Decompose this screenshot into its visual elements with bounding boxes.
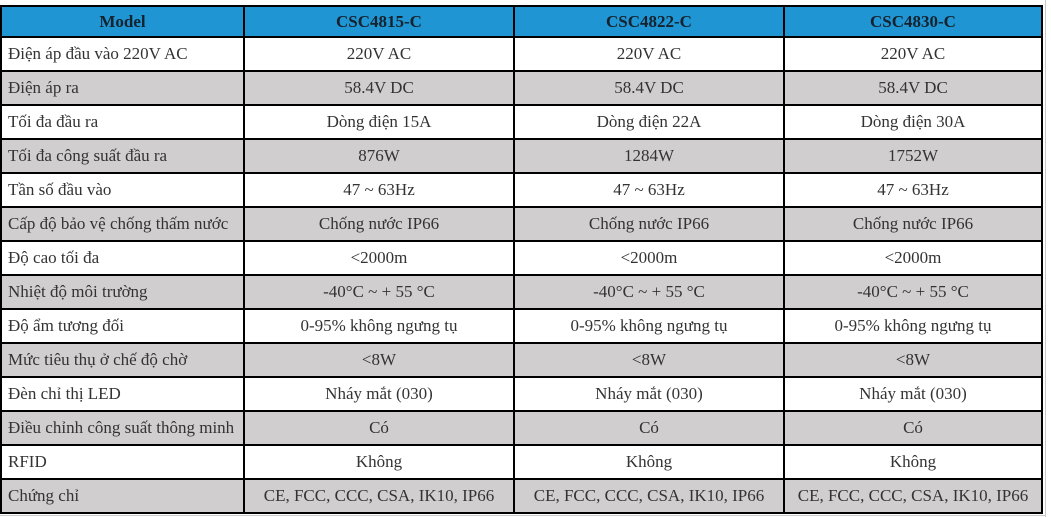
- spec-value: Nháy mắt (030): [783, 376, 1043, 412]
- header-model-label: Model: [0, 5, 245, 38]
- spec-value: -40°C ~ + 55 °C: [783, 274, 1043, 310]
- row-label: Nhiệt độ môi trường: [0, 274, 245, 310]
- header-col-csc4822c: CSC4822-C: [513, 5, 785, 38]
- spec-value: 1284W: [513, 138, 785, 174]
- table-row: Độ cao tối đa <2000m <2000m <2000m: [0, 240, 1043, 276]
- spec-value: CE, FCC, CCC, CSA, IK10, IP66: [513, 478, 785, 514]
- spec-value: 47 ~ 63Hz: [783, 172, 1043, 208]
- spec-value: Có: [783, 410, 1043, 446]
- spec-value: Không: [243, 444, 515, 480]
- spec-value: -40°C ~ + 55 °C: [243, 274, 515, 310]
- spec-value: 0-95% không ngưng tụ: [243, 308, 515, 344]
- row-label: Điện áp ra: [0, 70, 245, 106]
- spec-value: Nháy mắt (030): [243, 376, 515, 412]
- spec-value: Dòng điện 30A: [783, 104, 1043, 140]
- spec-value: Dòng điện 15A: [243, 104, 515, 140]
- spec-value: 220V AC: [783, 36, 1043, 72]
- table-row: Điều chỉnh công suất thông minh Có Có Có: [0, 410, 1043, 446]
- spec-value: <8W: [783, 342, 1043, 378]
- spec-value: 876W: [243, 138, 515, 174]
- row-label: Mức tiêu thụ ở chế độ chờ: [0, 342, 245, 378]
- spec-value: 58.4V DC: [513, 70, 785, 106]
- spec-value: Có: [243, 410, 515, 446]
- spec-value: Không: [783, 444, 1043, 480]
- table-row: Điện áp đầu vào 220V AC 220V AC 220V AC …: [0, 36, 1043, 72]
- spec-value: <8W: [243, 342, 515, 378]
- spec-value: <2000m: [513, 240, 785, 276]
- row-label: Tối đa công suất đầu ra: [0, 138, 245, 174]
- table-row: Tối đa đầu ra Dòng điện 15A Dòng điện 22…: [0, 104, 1043, 140]
- table-row: Chứng chỉ CE, FCC, CCC, CSA, IK10, IP66 …: [0, 478, 1043, 514]
- table-row: RFID Không Không Không: [0, 444, 1043, 480]
- spec-value: -40°C ~ + 55 °C: [513, 274, 785, 310]
- spec-value: Chống nước IP66: [513, 206, 785, 242]
- spec-value: Dòng điện 22A: [513, 104, 785, 140]
- spec-value: 220V AC: [243, 36, 515, 72]
- spec-value: Chống nước IP66: [783, 206, 1043, 242]
- spec-value: CE, FCC, CCC, CSA, IK10, IP66: [783, 478, 1043, 514]
- row-label: Tần số đầu vào: [0, 172, 245, 208]
- spec-value: 58.4V DC: [783, 70, 1043, 106]
- spec-value: <2000m: [243, 240, 515, 276]
- table-row: Độ ẩm tương đối 0-95% không ngưng tụ 0-9…: [0, 308, 1043, 344]
- row-label: Điện áp đầu vào 220V AC: [0, 36, 245, 72]
- row-label: Đèn chỉ thị LED: [0, 376, 245, 412]
- header-col-csc4815c: CSC4815-C: [243, 5, 515, 38]
- table-row: Tối đa công suất đầu ra 876W 1284W 1752W: [0, 138, 1043, 174]
- header-col-csc4830c: CSC4830-C: [783, 5, 1043, 38]
- spec-value: 47 ~ 63Hz: [513, 172, 785, 208]
- spec-value: 58.4V DC: [243, 70, 515, 106]
- spec-value: Nháy mắt (030): [513, 376, 785, 412]
- row-label: Điều chỉnh công suất thông minh: [0, 410, 245, 446]
- table-header-row: Model CSC4815-C CSC4822-C CSC4830-C: [0, 5, 1043, 38]
- spec-value: 1752W: [783, 138, 1043, 174]
- table-row: Cấp độ bảo vệ chống thấm nước Chống nước…: [0, 206, 1043, 242]
- table-row: Tần số đầu vào 47 ~ 63Hz 47 ~ 63Hz 47 ~ …: [0, 172, 1043, 208]
- spec-value: Không: [513, 444, 785, 480]
- outer-right-hairline: [1045, 0, 1046, 517]
- row-label: Tối đa đầu ra: [0, 104, 245, 140]
- spec-value: 47 ~ 63Hz: [243, 172, 515, 208]
- table-row: Nhiệt độ môi trường -40°C ~ + 55 °C -40°…: [0, 274, 1043, 310]
- table-row: Mức tiêu thụ ở chế độ chờ <8W <8W <8W: [0, 342, 1043, 378]
- outer-bottom-hairline: [0, 515, 1046, 516]
- model-spec-table: Model CSC4815-C CSC4822-C CSC4830-C Điện…: [0, 5, 1043, 514]
- row-label: RFID: [0, 444, 245, 480]
- row-label: Độ cao tối đa: [0, 240, 245, 276]
- row-label: Cấp độ bảo vệ chống thấm nước: [0, 206, 245, 242]
- spec-value: 0-95% không ngưng tụ: [783, 308, 1043, 344]
- spec-value: <2000m: [783, 240, 1043, 276]
- spec-value: CE, FCC, CCC, CSA, IK10, IP66: [243, 478, 515, 514]
- row-label: Chứng chỉ: [0, 478, 245, 514]
- row-label: Độ ẩm tương đối: [0, 308, 245, 344]
- table-row: Đèn chỉ thị LED Nháy mắt (030) Nháy mắt …: [0, 376, 1043, 412]
- table-row: Điện áp ra 58.4V DC 58.4V DC 58.4V DC: [0, 70, 1043, 106]
- spec-value: 0-95% không ngưng tụ: [513, 308, 785, 344]
- spec-value: Chống nước IP66: [243, 206, 515, 242]
- spec-value: Có: [513, 410, 785, 446]
- spec-value: <8W: [513, 342, 785, 378]
- spec-value: 220V AC: [513, 36, 785, 72]
